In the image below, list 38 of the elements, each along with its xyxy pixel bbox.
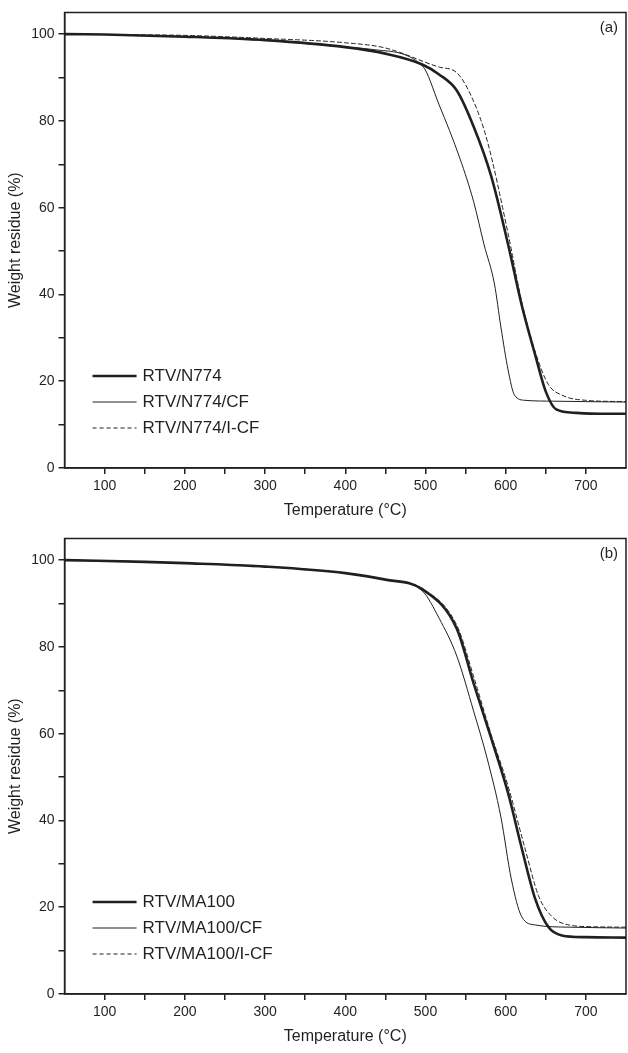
x-tick-label: 600 [494,1003,518,1020]
x-tick-label: 200 [173,477,197,494]
x-axis-title: Temperature (°C) [283,1026,407,1044]
y-tick-label: 60 [38,198,55,215]
legend-label: RTV/MA100/CF [142,917,263,937]
legend-label: RTV/N774 [142,365,222,385]
x-tick-label: 400 [333,477,358,494]
y-tick-label: 100 [31,24,55,41]
legend-label: RTV/N774/I-CF [142,417,260,437]
x-tick-label: 100 [92,477,117,494]
y-tick-label: 20 [38,372,55,389]
legend-label: RTV/MA100/I-CF [142,943,273,963]
x-tick-label: 600 [494,477,518,494]
x-tick-label: 200 [173,1003,197,1020]
x-axis-title: Temperature (°C) [283,500,407,518]
x-tick-label: 300 [253,1003,277,1020]
x-tick-label: 700 [574,1003,598,1020]
y-axis-title: Weight residue (%) [6,698,24,835]
y-tick-label: 40 [38,285,55,302]
y-tick-label: 80 [38,111,55,128]
y-axis-title: Weight residue (%) [6,172,24,309]
y-tick-label: 0 [46,984,55,1001]
legend-label: RTV/N774/CF [142,391,250,411]
x-tick-label: 400 [333,1003,358,1020]
annotation: (b) [599,544,618,562]
x-tick-label: 700 [574,477,598,494]
x-tick-label: 300 [253,477,277,494]
y-tick-label: 40 [38,811,55,828]
y-tick-label: 80 [38,637,55,654]
x-tick-label: 500 [413,1003,438,1020]
legend-label: RTV/MA100 [142,891,235,911]
y-tick-label: 100 [31,550,55,567]
y-tick-label: 60 [38,724,55,741]
x-tick-label: 100 [92,1003,117,1020]
y-tick-label: 20 [38,898,55,915]
y-tick-label: 0 [46,458,55,475]
annotation: (a) [599,18,618,36]
x-tick-label: 500 [413,477,438,494]
